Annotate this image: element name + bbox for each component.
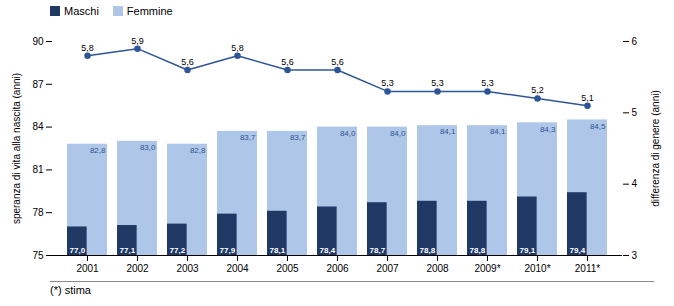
svg-text:5: 5 (632, 107, 638, 118)
svg-text:83,0: 83,0 (140, 143, 156, 152)
svg-text:2006: 2006 (326, 263, 349, 274)
svg-text:2005: 2005 (276, 263, 299, 274)
svg-text:differenza di genere (anni): differenza di genere (anni) (650, 90, 661, 207)
svg-text:87: 87 (32, 79, 44, 90)
html-text:(*) stima: (*) stima (50, 284, 91, 296)
svg-text:speranza di vita alla nascita: speranza di vita alla nascita (anni) (11, 73, 22, 224)
html-text:Femmine: Femmine (126, 5, 173, 17)
svg-text:77,2: 77,2 (170, 246, 186, 255)
svg-text:5,6: 5,6 (331, 57, 344, 67)
html-text:Maschi: Maschi (64, 5, 99, 17)
svg-text:84,3: 84,3 (540, 125, 556, 134)
svg-text:77,9: 77,9 (220, 246, 236, 255)
svg-text:79,4: 79,4 (570, 246, 586, 255)
svg-text:84,1: 84,1 (440, 127, 456, 136)
svg-text:84,5: 84,5 (590, 122, 606, 131)
svg-text:83,7: 83,7 (290, 133, 306, 142)
svg-text:3: 3 (632, 250, 638, 261)
svg-text:2001: 2001 (76, 263, 99, 274)
svg-text:2002: 2002 (126, 263, 149, 274)
svg-text:5,3: 5,3 (431, 78, 444, 88)
svg-text:77,1: 77,1 (120, 246, 136, 255)
svg-text:5,6: 5,6 (281, 57, 294, 67)
svg-text:5,3: 5,3 (381, 78, 394, 88)
svg-text:84: 84 (32, 121, 44, 132)
svg-text:2008: 2008 (426, 263, 449, 274)
svg-text:78,8: 78,8 (420, 246, 436, 255)
svg-text:2003: 2003 (176, 263, 199, 274)
svg-text:5,9: 5,9 (131, 36, 144, 46)
svg-text:84,1: 84,1 (490, 127, 506, 136)
svg-text:90: 90 (32, 36, 44, 47)
svg-text:81: 81 (32, 164, 44, 175)
svg-text:77,0: 77,0 (70, 246, 86, 255)
svg-text:75: 75 (32, 250, 44, 261)
svg-text:78,7: 78,7 (370, 246, 386, 255)
svg-text:78,4: 78,4 (320, 246, 336, 255)
svg-text:6: 6 (632, 36, 638, 47)
svg-text:84,0: 84,0 (390, 129, 406, 138)
svg-text:2010*: 2010* (524, 263, 550, 274)
svg-text:78: 78 (32, 207, 44, 218)
svg-text:5,8: 5,8 (81, 43, 94, 53)
svg-text:2011*: 2011* (575, 263, 601, 274)
svg-text:82,8: 82,8 (90, 146, 106, 155)
svg-text:2004: 2004 (226, 263, 249, 274)
svg-text:83,7: 83,7 (240, 133, 256, 142)
svg-text:4: 4 (632, 178, 638, 189)
svg-text:2009*: 2009* (474, 263, 500, 274)
svg-text:5,2: 5,2 (531, 85, 544, 95)
svg-text:82,8: 82,8 (190, 146, 206, 155)
svg-text:84,0: 84,0 (340, 129, 356, 138)
svg-text:5,3: 5,3 (481, 78, 494, 88)
svg-text:78,8: 78,8 (470, 246, 486, 255)
svg-text:5,6: 5,6 (181, 57, 194, 67)
svg-text:5,8: 5,8 (231, 43, 244, 53)
svg-text:2007: 2007 (376, 263, 399, 274)
svg-text:78,1: 78,1 (270, 246, 286, 255)
svg-text:5,1: 5,1 (581, 93, 594, 103)
svg-text:79,1: 79,1 (520, 246, 536, 255)
